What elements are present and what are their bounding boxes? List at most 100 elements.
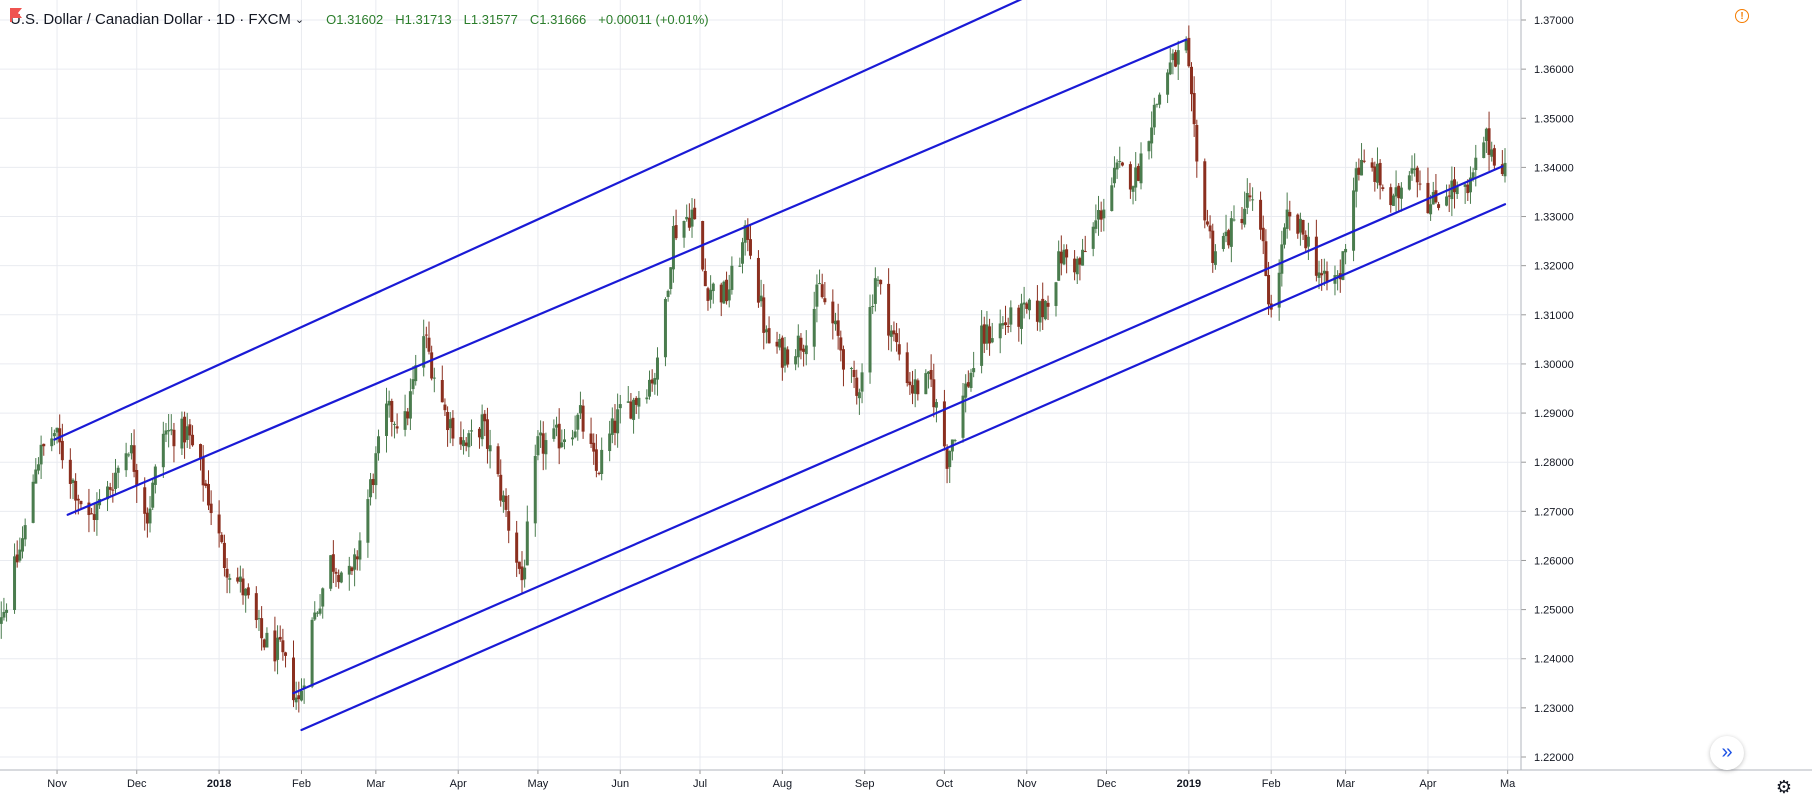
candle [1466,179,1470,202]
flag-cloth [12,8,22,18]
candle-body [116,467,120,473]
candle-body [1413,168,1417,171]
candle [767,316,771,344]
candle [1120,161,1124,167]
candle-body [451,417,455,439]
candle-body [889,330,893,337]
candle [645,389,649,404]
candle [58,414,62,455]
candle [1189,62,1193,112]
candle-body [76,498,80,501]
candle-body [427,337,431,352]
candle [113,458,117,495]
candle-body [403,411,407,430]
candle [1277,259,1281,321]
candle-body [1245,192,1249,208]
candle-body [262,639,266,648]
candle [1381,184,1385,192]
candle [934,398,938,423]
candle [1208,215,1212,239]
candle-body [1394,187,1398,197]
candle-body [536,436,540,456]
candle-body [592,442,596,452]
candle [432,367,436,393]
candle [1035,285,1039,331]
candle-body [55,427,59,433]
candle [1099,201,1103,232]
candle-body [411,379,415,390]
candle [1152,97,1156,135]
candle-body [868,307,872,373]
candle-body [299,690,303,701]
scroll-to-realtime-button[interactable]: » [1710,736,1744,770]
candle [1229,211,1233,263]
candle-body [839,337,843,351]
candle-body [929,369,933,380]
candle [911,370,915,405]
candle-body [15,554,19,563]
candle [313,601,317,621]
candle [748,224,752,260]
candle [180,411,184,456]
candle-body [1057,251,1061,281]
candle-body [980,325,984,366]
candle-body [746,224,750,240]
candle [1304,230,1308,253]
candle-body [265,632,269,648]
candle [1112,156,1116,188]
candle-body [206,484,210,506]
candle-body [802,348,806,352]
candle-body [228,578,232,580]
candle-body [756,257,760,303]
candle [573,415,577,439]
candle-body [95,503,99,521]
candle [446,406,450,447]
candle-body [841,349,845,370]
settings-gear-icon[interactable]: ⚙ [1775,777,1793,797]
candle-body [1027,299,1031,311]
candle-body [879,279,883,285]
alert-icon[interactable]: ! [1735,9,1749,23]
candle [783,336,787,373]
candle [950,439,954,461]
candle [799,333,803,360]
candle [1503,148,1507,183]
chevron-down-icon[interactable]: ⌄ [294,13,305,26]
candle-body [794,356,798,365]
candle-body [972,368,976,373]
symbol-title[interactable]: U.S. Dollar / Canadian Dollar · 1D · FXC… [10,10,291,28]
candle-body [443,404,447,411]
candle [539,420,543,448]
candle [34,458,38,484]
candle [709,275,713,309]
candle [129,433,133,460]
candle-body [1492,148,1496,166]
candle-body [1322,270,1326,274]
candle-body [1136,166,1140,181]
candle-body [432,377,436,379]
candle-body [5,609,9,613]
candle [1285,192,1289,239]
candle-body [185,426,189,440]
candle [871,294,875,314]
candle-body [1232,219,1236,221]
candle [833,312,837,331]
candle-body [966,382,970,387]
candle [1450,166,1454,217]
candle-body [1415,167,1419,183]
candle [5,603,9,622]
candle [988,318,992,356]
symbol-flag-icon[interactable] [10,8,22,22]
candle [241,568,245,605]
candle-body [730,265,734,290]
x-tick-label: 2018 [207,778,231,790]
candle-body [762,297,766,333]
candle [278,625,282,642]
candle [206,470,210,511]
candle [395,413,399,434]
x-tick-label: Apr [450,778,467,790]
candle-body [911,385,915,394]
candle-body [663,298,667,358]
candle-body [743,225,747,243]
